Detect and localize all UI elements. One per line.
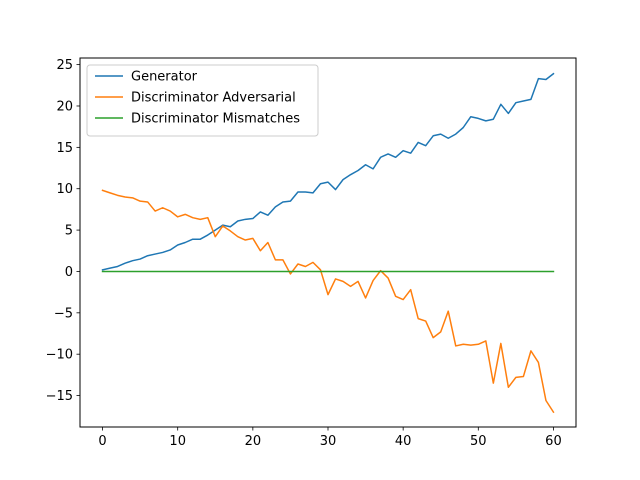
series-line-1 — [101, 189, 555, 414]
tick-layer: 0 10 20 30 40 50 60 −15 −10 −5 0 5 10 15 20 25 — [46, 58, 562, 449]
series-line-0 — [101, 72, 555, 271]
legend-box — [86, 64, 319, 137]
x-tick-label: 60 — [545, 434, 562, 449]
legend-label-0: Generator — [131, 70, 198, 85]
y-tick-label: 5 — [65, 224, 73, 239]
y-tick-label: 10 — [56, 182, 73, 197]
x-tick-label: 30 — [320, 434, 337, 449]
axes-frame — [79, 57, 577, 428]
y-tick-label: −15 — [46, 389, 73, 404]
x-tick-label: 0 — [98, 434, 106, 449]
x-tick-label: 40 — [395, 434, 412, 449]
y-tick-label: 25 — [56, 58, 73, 73]
y-tick-label: 15 — [56, 141, 73, 156]
series-layer — [101, 72, 555, 414]
legend-label-2: Discriminator Mismatches — [131, 112, 300, 127]
y-tick-label: −5 — [54, 306, 73, 321]
y-tick-label: 0 — [65, 265, 73, 280]
legend: Generator Discriminator Adversarial Discri… — [86, 64, 319, 137]
y-tick-label: 20 — [56, 99, 73, 114]
x-tick-label: 10 — [169, 434, 186, 449]
y-tick-label: −10 — [46, 348, 73, 363]
legend-label-1: Discriminator Adversarial — [131, 91, 296, 106]
x-tick-label: 20 — [245, 434, 262, 449]
x-tick-label: 50 — [470, 434, 487, 449]
